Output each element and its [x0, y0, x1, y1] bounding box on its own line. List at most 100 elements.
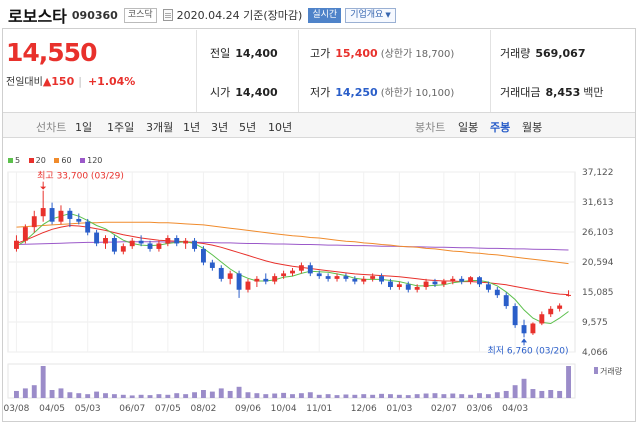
candle-body [192, 240, 197, 249]
x-tick-label: 09/06 [235, 404, 261, 414]
volume-area [7, 363, 576, 399]
candle-body [183, 240, 189, 244]
stat-label: 저가 [310, 86, 331, 99]
volume-bar [40, 366, 46, 398]
x-tick-label: 02/07 [431, 404, 457, 414]
candle-body [156, 243, 162, 249]
candle-body [40, 208, 46, 217]
candle-body [129, 240, 135, 247]
period-option[interactable]: 1주일 [107, 121, 135, 134]
x-tick-label: 12/06 [351, 404, 377, 414]
stat-label: 거래대금 [500, 86, 541, 99]
volume-bar [272, 393, 278, 398]
volume-bar [343, 394, 349, 398]
divider: | [78, 75, 82, 88]
volume-bar [361, 394, 367, 398]
line-chart-heading: 선차트 [36, 121, 67, 134]
volume-bar [85, 394, 91, 398]
candle-option[interactable]: 일봉 [458, 121, 479, 134]
candle-body [414, 287, 420, 290]
company-info-button[interactable]: 기업개요 ▼ [345, 7, 396, 23]
volume-bar [414, 394, 420, 398]
divider [196, 30, 197, 112]
period-option[interactable]: 10년 [268, 121, 293, 134]
y-tick-label: 15,085 [582, 288, 614, 298]
candle-body [111, 238, 117, 252]
x-tick-label: 04/03 [502, 404, 528, 414]
volume-bar [432, 393, 438, 398]
volume-bar [530, 389, 536, 398]
volume-bar [227, 390, 233, 398]
document-icon[interactable] [162, 9, 173, 21]
candle-body [468, 277, 474, 282]
candle-body [530, 323, 536, 334]
candle-body [272, 276, 278, 282]
stat-value: 15,400 [335, 47, 378, 60]
candle-body [352, 278, 358, 282]
candle-body [548, 308, 554, 315]
candle-body [58, 210, 64, 222]
legend-swatch [28, 158, 34, 163]
candle-option[interactable]: 월봉 [522, 121, 543, 134]
stock-name[interactable]: 로보스타 [8, 7, 67, 26]
period-option[interactable]: 1년 [183, 121, 201, 134]
stat-value: 14,400 [235, 86, 278, 99]
stat-label: 고가 [310, 47, 331, 60]
y-tick-label: 20,594 [582, 258, 614, 268]
stat-open: 시가 14,400 [210, 84, 278, 100]
volume-bar [76, 393, 82, 398]
volume-bar [31, 385, 37, 398]
candle-body [147, 243, 153, 249]
volume-bar [165, 394, 171, 398]
volume-bar [539, 390, 545, 398]
candle-body [49, 208, 55, 222]
legend-swatch [54, 158, 60, 163]
period-option[interactable]: 3개월 [146, 121, 174, 134]
period-option[interactable]: 3년 [211, 121, 229, 134]
volume-legend-swatch [594, 367, 598, 374]
candle-body [316, 273, 322, 277]
volume-bar [307, 392, 313, 398]
candle-body [423, 281, 429, 288]
volume-bar [290, 394, 295, 398]
stock-code: 090360 [71, 8, 118, 22]
change-label: 전일대비 [6, 77, 43, 88]
volume-bar [388, 394, 393, 398]
volume-bar [22, 388, 28, 398]
volume-bar [334, 395, 340, 398]
x-tick-label: 11/01 [306, 404, 332, 414]
stat-value: 14,400 [235, 47, 278, 60]
candle-body [477, 277, 482, 285]
divider [298, 30, 299, 112]
volume-bar [129, 395, 135, 398]
candle-body [494, 289, 500, 296]
period-option[interactable]: 5년 [239, 121, 257, 134]
candle-body [120, 246, 126, 252]
candle-body [396, 284, 402, 288]
candle-option-active[interactable]: 주봉 [490, 121, 511, 134]
volume-bar [67, 392, 73, 398]
live-badge[interactable]: 실시간 [308, 7, 342, 23]
x-tick-label: 03/06 [467, 404, 493, 414]
stat-amount: 거래대금 8,453 백만 [500, 84, 604, 100]
change-percent: +1.04% [87, 75, 136, 88]
volume-bar [298, 393, 304, 398]
candle-chart-heading: 봉차트 [415, 121, 446, 134]
legend-label: 60 [61, 156, 72, 165]
stat-label: 거래량 [500, 47, 531, 60]
candle-body [459, 278, 465, 282]
legend-label: 120 [87, 156, 103, 165]
x-tick-label: 07/05 [155, 404, 181, 414]
stat-value: 8,453 [545, 86, 581, 99]
volume-bar [485, 394, 491, 398]
legend-swatch [80, 158, 86, 163]
stat-unit: 백만 [583, 86, 604, 99]
y-tick-label: 26,103 [582, 228, 614, 238]
volume-bar [548, 390, 554, 398]
volume-bar [450, 393, 456, 398]
period-option[interactable]: 1일 [75, 121, 93, 134]
volume-bar [111, 394, 117, 398]
volume-bar [370, 394, 376, 398]
date-text: 2020.04.24 기준(장마감) [176, 9, 303, 22]
